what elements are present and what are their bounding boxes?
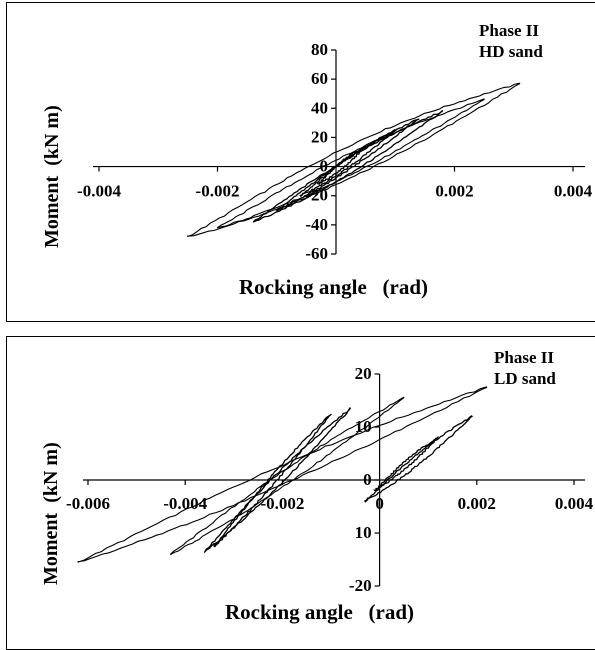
- annotation-phase-hd: Phase II HD sand: [479, 20, 543, 62]
- x-tick-label: 0.004: [554, 182, 593, 201]
- x-axis-label: Rocking angle (rad): [239, 275, 428, 299]
- chart-panel-hd-sand: -0.004 -0.002 0.002 0.004 80 60 40 20 0 -20 -40 -60…: [6, 2, 595, 322]
- hysteresis-loop: [299, 128, 397, 198]
- y-tick-label: 80: [311, 40, 328, 59]
- hysteresis-loop: [316, 144, 367, 186]
- y-tick-label: 60: [311, 69, 328, 88]
- y-axis-label: Moment (kN m): [41, 105, 63, 248]
- y-tick-label: -20: [349, 576, 372, 595]
- x-tick-label: 0.004: [555, 494, 594, 513]
- annotation-line-1: Phase II: [494, 348, 554, 367]
- x-tick-label: -0.002: [196, 182, 240, 201]
- chart-panel-ld-sand: -0.006 -0.004 -0.002 0 0.002 0.004 20 10 0 10 -20 …: [6, 336, 595, 650]
- hysteresis-loop: [275, 118, 420, 212]
- x-tick-label: 0: [375, 494, 384, 513]
- y-tick-label: 20: [311, 127, 328, 146]
- x-tick-label: 0.002: [435, 182, 473, 201]
- y-tick-label: -60: [305, 244, 328, 263]
- annotation-line-2: HD sand: [479, 42, 543, 61]
- hysteresis-loop: [363, 415, 474, 503]
- annotation-line-1: Phase II: [479, 21, 539, 40]
- hysteresis-loop: [252, 109, 444, 223]
- x-tick-label: -0.004: [77, 182, 121, 201]
- y-axis-label: Moment (kN m): [40, 442, 62, 585]
- x-tick-label: 0.002: [458, 494, 496, 513]
- annotation-line-2: LD sand: [494, 369, 556, 388]
- hysteresis-loop: [186, 82, 521, 238]
- annotation-phase-ld: Phase II LD sand: [494, 347, 556, 389]
- y-tick-label: 10: [355, 523, 372, 542]
- y-tick-label: 0: [363, 470, 372, 489]
- hysteresis-loop: [77, 386, 488, 563]
- x-axis-label: Rocking angle (rad): [225, 600, 414, 624]
- y-tick-label: 40: [311, 98, 328, 117]
- y-tick-label: -40: [305, 215, 328, 234]
- hysteresis-loop: [212, 413, 332, 548]
- hysteresis-loop: [373, 435, 439, 492]
- x-tick-label: -0.006: [66, 494, 110, 513]
- x-tick-label: -0.002: [260, 494, 304, 513]
- hysteresis-loop: [216, 98, 485, 229]
- y-tick-label: 20: [355, 364, 372, 383]
- x-tick-label: -0.004: [163, 494, 207, 513]
